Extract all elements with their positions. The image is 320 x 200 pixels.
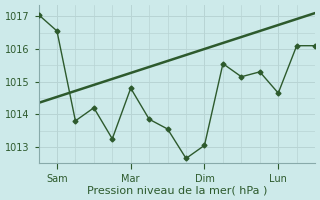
- X-axis label: Pression niveau de la mer( hPa ): Pression niveau de la mer( hPa ): [87, 185, 267, 195]
